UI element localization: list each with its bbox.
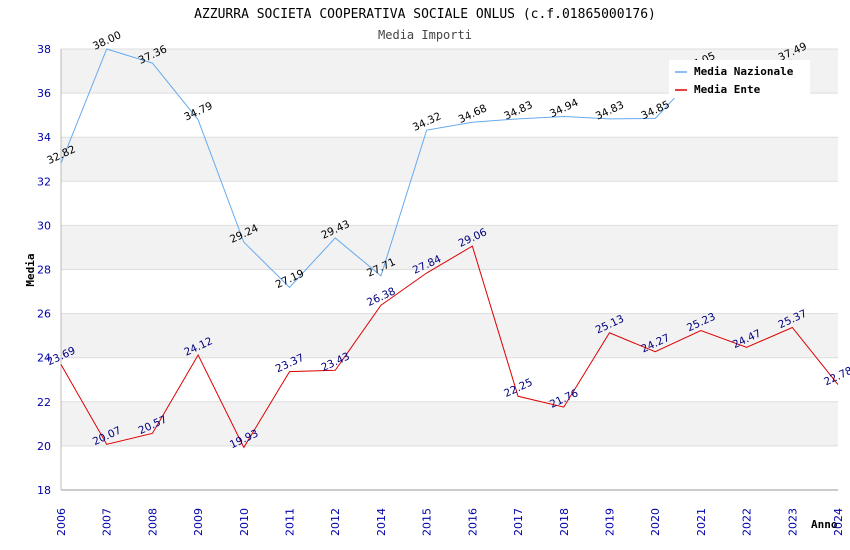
x-tick-label: 2022: [741, 508, 754, 536]
background-bands: [61, 49, 838, 490]
x-tick-label: 2024: [832, 508, 845, 536]
x-tick-label: 2015: [421, 508, 434, 536]
x-tick-label: 2008: [146, 508, 159, 536]
series-lines: [60, 48, 839, 449]
x-axis-label: Anno: [811, 518, 838, 531]
x-tick-label: 2023: [786, 508, 799, 536]
x-tick-label: 2010: [238, 508, 251, 536]
legend-label-media-nazionale: Media Nazionale: [694, 65, 794, 78]
x-tick-label: 2021: [695, 508, 708, 536]
background-band: [61, 93, 838, 138]
x-tick-label: 2016: [466, 508, 479, 536]
series-line-media-nazionale: [60, 48, 793, 289]
x-tick-label: 2011: [284, 508, 297, 536]
y-axis-label: Media: [24, 253, 37, 286]
x-tick-label: 2009: [192, 508, 205, 536]
y-tick-label: 24: [37, 352, 51, 365]
y-tick-label: 38: [37, 43, 51, 56]
y-tick-label: 28: [37, 264, 51, 277]
y-tick-label: 22: [37, 396, 51, 409]
x-tick-label: 2012: [329, 508, 342, 536]
y-tick-label: 20: [37, 440, 51, 453]
y-tick-label: 34: [37, 131, 51, 144]
y-tick-label: 30: [37, 219, 51, 232]
x-tick-label: 2006: [55, 508, 68, 536]
chart-title: AZZURRA SOCIETA COOPERATIVA SOCIALE ONLU…: [194, 7, 656, 22]
background-band: [61, 181, 838, 226]
background-band: [61, 401, 838, 446]
background-band: [61, 137, 838, 182]
background-band: [61, 313, 838, 358]
x-tick-label: 2020: [649, 508, 662, 536]
y-tick-label: 32: [37, 175, 51, 188]
legend-label-media-ente: Media Ente: [694, 83, 761, 96]
y-tick-label: 36: [37, 87, 51, 100]
x-tick-label: 2019: [603, 508, 616, 536]
x-tick-label: 2018: [558, 508, 571, 536]
background-band: [61, 445, 838, 490]
x-tick-label: 2014: [375, 508, 388, 536]
y-tick-label: 26: [37, 308, 51, 321]
x-tick-label: 2007: [101, 508, 114, 536]
background-band: [61, 269, 838, 314]
legend: Media Nazionale Media Ente: [669, 60, 810, 98]
background-band: [61, 357, 838, 402]
y-tick-labels: 18 20 22 24 26 28 30 32 34 36 38: [37, 43, 51, 497]
series-line-media-ente: [60, 245, 839, 449]
background-band: [61, 225, 838, 270]
legend-background: [669, 60, 810, 98]
x-tick-labels: 2006 2007 2008 2009 2010 2011 2012 2014 2015 2016…: [55, 508, 845, 536]
x-tick-label: 2017: [512, 508, 525, 536]
chart-subtitle: Media Importi: [378, 28, 472, 42]
y-tick-label: 18: [37, 484, 51, 497]
